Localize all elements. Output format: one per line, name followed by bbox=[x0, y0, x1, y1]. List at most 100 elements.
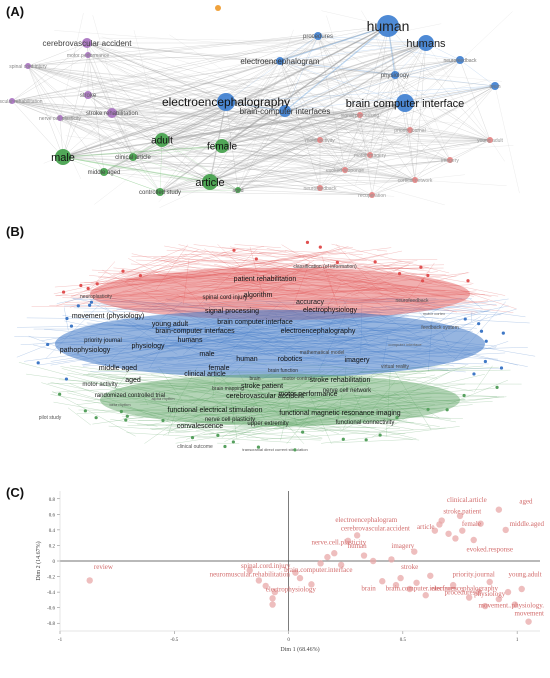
network-graph-b: classification (of information)patient r… bbox=[0, 222, 550, 458]
scatter-point bbox=[297, 575, 303, 581]
node-b bbox=[426, 408, 429, 411]
scatter-point bbox=[519, 586, 525, 592]
node-b bbox=[495, 386, 498, 389]
node-b-label: imagery bbox=[345, 357, 370, 364]
node-a-label: electroencephalogram bbox=[240, 57, 319, 66]
y-axis-title: Dim 2 (14.67%) bbox=[35, 541, 42, 580]
node-a-label: aged bbox=[232, 188, 243, 194]
node-b-label: motor control bbox=[282, 376, 311, 382]
node-b bbox=[477, 322, 480, 325]
scatter-point bbox=[505, 589, 511, 595]
edge-a bbox=[460, 60, 495, 86]
node-b-label: nerve cell network bbox=[323, 388, 372, 394]
scatter-point bbox=[423, 592, 429, 598]
node-a-label: cortical network bbox=[398, 178, 433, 184]
node-b-label: neurofeedback bbox=[395, 298, 429, 304]
node-a-label: brain bbox=[489, 84, 500, 90]
panel-a-label: (A) bbox=[6, 4, 24, 19]
node-b-label: brain mapping bbox=[212, 386, 244, 392]
scatter-label: brain bbox=[361, 585, 376, 593]
panel-b: (B) classification (of information)patie… bbox=[0, 222, 550, 458]
node-b bbox=[232, 249, 235, 252]
scatter-point bbox=[452, 535, 458, 541]
edge-a bbox=[410, 91, 492, 130]
x-tick-label: -0.5 bbox=[170, 638, 178, 643]
node-b bbox=[37, 361, 40, 364]
node-b-label: virtual reality bbox=[381, 364, 410, 370]
scatter-point bbox=[379, 578, 385, 584]
node-b-label: clinical article bbox=[184, 371, 226, 378]
edge-a bbox=[405, 103, 415, 180]
node-b-label: signal processing bbox=[205, 308, 259, 315]
node-b-label: neuroplasticity bbox=[80, 294, 112, 300]
node-b bbox=[121, 270, 124, 273]
node-b bbox=[365, 438, 368, 441]
node-b-label: humans bbox=[178, 337, 203, 344]
scatter-point bbox=[388, 556, 394, 562]
node-a-label: neurofeedback bbox=[443, 58, 477, 64]
node-b bbox=[379, 433, 382, 436]
node-a-label: imagery bbox=[441, 158, 459, 164]
node-b-label: functional electrical stimulation bbox=[168, 407, 263, 414]
node-a-label: young adult bbox=[477, 138, 503, 144]
scatter-label: human bbox=[348, 542, 368, 550]
node-b-label: pilot study bbox=[39, 415, 62, 421]
x-axis-title: Dim 1 (68.46%) bbox=[280, 646, 319, 653]
scatter-label: priority.journal bbox=[453, 571, 495, 579]
scatter-point bbox=[397, 575, 403, 581]
node-b bbox=[374, 260, 377, 263]
node-b bbox=[293, 448, 296, 451]
node-b bbox=[398, 272, 401, 275]
node-b bbox=[62, 290, 65, 293]
node-b bbox=[232, 440, 235, 443]
node-a-label: male bbox=[51, 152, 75, 164]
edge-b bbox=[474, 366, 492, 393]
node-b-label: alpha rhythm bbox=[151, 396, 175, 401]
node-a-label: evoked response bbox=[326, 168, 364, 174]
node-b-label: brain computer interface bbox=[217, 319, 293, 326]
scatter-label: aged bbox=[519, 497, 533, 505]
scatter-point bbox=[324, 554, 330, 560]
node-a-label: signal processing bbox=[341, 113, 380, 119]
node-b bbox=[126, 415, 129, 418]
node-b-label: feedback system bbox=[421, 325, 459, 331]
node-b bbox=[87, 287, 90, 290]
node-b bbox=[319, 246, 322, 249]
scatter-label: middle.aged bbox=[510, 520, 545, 528]
scatter-label: electroencephalography bbox=[431, 585, 498, 593]
node-b-label: transcranial direct current stimulation bbox=[242, 447, 307, 452]
scatter-label: stroke bbox=[401, 563, 418, 571]
edge-b bbox=[321, 426, 460, 443]
node-b bbox=[58, 393, 61, 396]
node-b-label: human bbox=[236, 356, 258, 363]
node-a-label: stroke bbox=[80, 93, 97, 99]
node-a-label: nerve cell plasticity bbox=[39, 116, 81, 122]
node-a-label: stroke rehabilitation bbox=[86, 111, 138, 117]
x-tick-label: -1 bbox=[58, 638, 63, 643]
node-b-label: clinical outcome bbox=[177, 444, 213, 450]
node-a-label: motor activity bbox=[305, 138, 335, 144]
node-b bbox=[90, 301, 93, 304]
node-b-label: accuracy bbox=[296, 299, 325, 306]
node-a-label: controlled study bbox=[139, 190, 181, 196]
scatter-label: brain.computer.interface bbox=[284, 566, 352, 574]
y-tick-label: 0.2 bbox=[49, 544, 56, 549]
node-b bbox=[139, 274, 142, 277]
scatter-point bbox=[269, 601, 275, 607]
scatter-point bbox=[269, 595, 275, 601]
node-b-label: brain bbox=[249, 376, 260, 382]
scatter-point bbox=[503, 527, 509, 533]
scatter-label: stroke.patient bbox=[443, 508, 481, 516]
node-a-label: brain computer interface bbox=[346, 98, 465, 110]
edge-a bbox=[60, 13, 83, 118]
node-b-label: electroencephalography bbox=[281, 328, 356, 335]
panel-b-label: (B) bbox=[6, 224, 24, 239]
node-b-label: beta rhythm bbox=[109, 402, 131, 407]
node-a-label: humans bbox=[406, 38, 446, 50]
scatter-label: young.adult bbox=[508, 571, 541, 579]
node-b-label: pathophysiology bbox=[60, 347, 111, 354]
node-b bbox=[462, 394, 465, 397]
y-tick-label: 0 bbox=[53, 560, 56, 565]
